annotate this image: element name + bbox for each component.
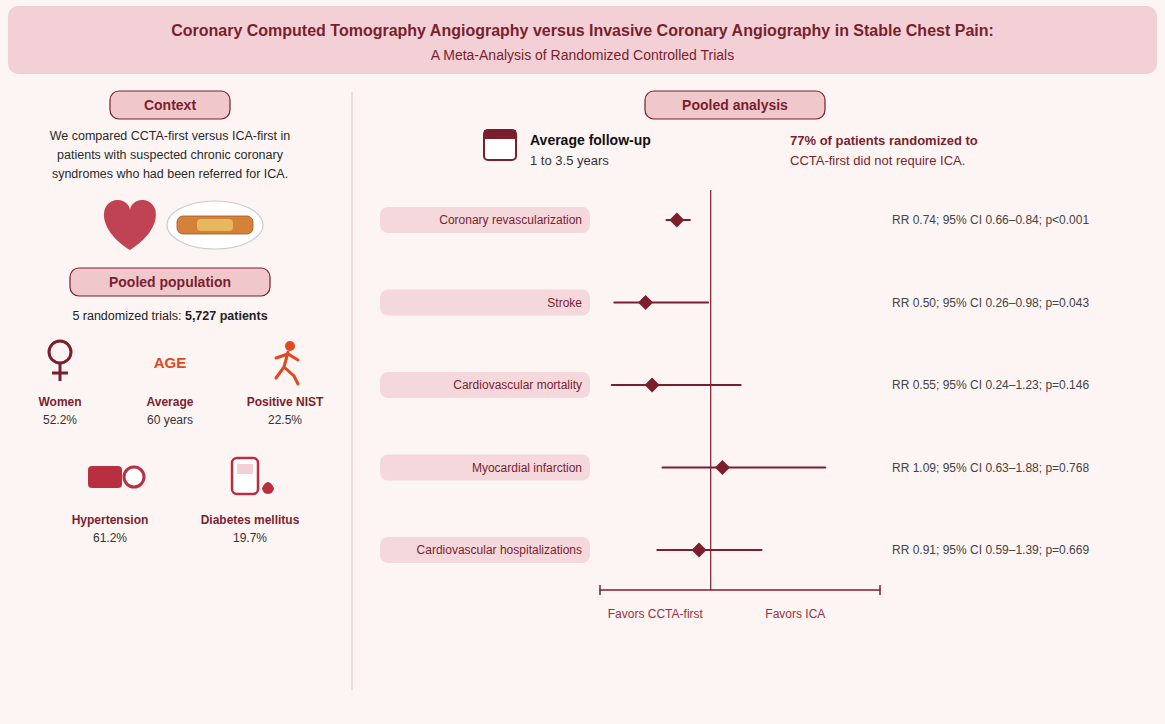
panel-divider [352, 92, 353, 690]
bp-icon [88, 466, 122, 488]
ci-bar [657, 549, 761, 551]
background [0, 0, 1165, 724]
title: Coronary Computed Tomography Angiography… [171, 22, 994, 39]
title-bar [8, 6, 1157, 74]
ccta-text: CCTA-first did not require ICA. [790, 153, 965, 168]
context-line: We compared CCTA-first versus ICA-first … [50, 129, 291, 143]
ci-bar [612, 384, 741, 386]
rr-diamond [691, 543, 706, 558]
badge-label: Context [144, 97, 196, 113]
data-label: RR 0.55; 95% CI 0.24–1.23; p=0.146 [892, 378, 1089, 392]
trials-count: 5 randomized trials: [72, 309, 185, 323]
plaque-icon [197, 219, 233, 231]
context-line: syndromes who had been referred for ICA. [52, 167, 288, 181]
category-label: Myocardial infarction [472, 461, 582, 475]
context-line: patients with suspected chronic coronary [57, 148, 284, 162]
stat-value: 60 years [147, 413, 193, 427]
badge [110, 91, 230, 119]
heart-icon [104, 200, 156, 250]
stat-label: Women [38, 395, 81, 409]
category-label: Cardiovascular hospitalizations [417, 543, 582, 557]
rr-diamond [645, 378, 660, 393]
patients-count: 5,727 patients [185, 309, 268, 323]
stat-value: 19.7% [233, 531, 267, 545]
stat-value: 61.2% [93, 531, 127, 545]
null-line [710, 190, 711, 590]
calendar-icon [484, 130, 516, 139]
category-label: Coronary revascularization [439, 213, 582, 227]
data-label: RR 0.50; 95% CI 0.26–0.98; p=0.043 [892, 296, 1089, 310]
runner-icon [276, 352, 298, 384]
marks [612, 213, 826, 558]
data-label: RR 0.91; 95% CI 0.59–1.39; p=0.669 [892, 543, 1089, 557]
badge [70, 268, 270, 296]
stat-heading: AGE [154, 354, 187, 371]
women-icon [49, 341, 71, 363]
category-pill [380, 290, 590, 316]
rr-diamond [715, 460, 730, 475]
glucose-icon [262, 482, 274, 494]
stat-value: 22.5% [268, 413, 302, 427]
data-label: RR 1.09; 95% CI 0.63–1.88; p=0.768 [892, 461, 1089, 475]
artery-icon [177, 216, 253, 234]
ci-bar [614, 302, 708, 304]
category-pill [380, 372, 590, 398]
stat-label: Average [147, 395, 194, 409]
ci-bar [663, 467, 826, 469]
axis-end [879, 585, 881, 595]
bp-icon [124, 467, 144, 487]
category-label: Cardiovascular mortality [453, 378, 582, 392]
category-pill [380, 207, 590, 233]
category-label: Stroke [547, 296, 582, 310]
category-pill [380, 455, 590, 481]
followup-value: 1 to 3.5 years [530, 153, 609, 168]
women-icon [52, 363, 68, 381]
trials-text: 5 randomized trials: 5,727 patients [72, 309, 267, 323]
rr-diamond [669, 213, 684, 228]
category-pill [380, 537, 590, 563]
context-text: We compared CCTA-first versus ICA-first … [50, 129, 291, 181]
runner-icon [285, 341, 295, 351]
glucose-icon [237, 464, 253, 474]
chart: Coronary Computed Tomography Angiography… [0, 0, 1165, 724]
direction-label: Favors ICA [765, 607, 825, 621]
badge-label: Pooled analysis [682, 97, 788, 113]
stat-label: Positive NIST [247, 395, 324, 409]
stat-value: 52.2% [43, 413, 77, 427]
calendar-icon [484, 130, 516, 160]
glucose-icon [232, 458, 258, 494]
stat-label: Hypertension [72, 513, 149, 527]
subtitle: A Meta-Analysis of Randomized Controlled… [431, 47, 734, 63]
axis-end [599, 585, 601, 595]
artery-callout [167, 201, 263, 249]
direction-label: Favors CCTA-first [608, 607, 704, 621]
badge [645, 91, 825, 119]
rr-diamond [638, 295, 653, 310]
stat-label: Diabetes mellitus [201, 513, 300, 527]
x-axis [600, 589, 880, 591]
followup-label: Average follow-up [530, 132, 651, 148]
data-label: RR 0.74; 95% CI 0.66–0.84; p<0.001 [892, 213, 1089, 227]
badge-label: Pooled population [109, 274, 231, 290]
ccta-text: 77% of patients randomized to [790, 133, 978, 148]
